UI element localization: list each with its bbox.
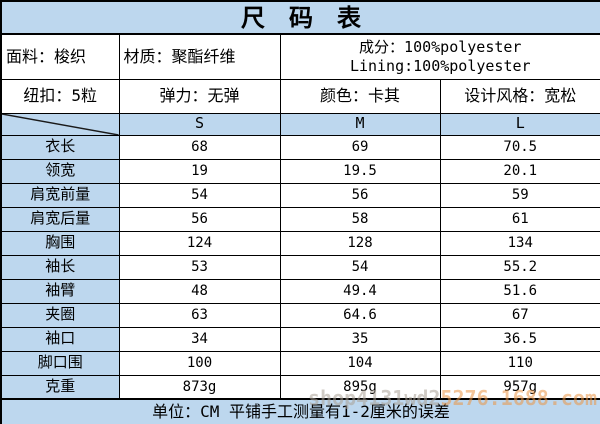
title-row: 尺 码 表: [0, 0, 600, 35]
row-label: 夹圈: [0, 302, 120, 328]
cell-value: 54: [118, 182, 281, 208]
row-label: 袖长: [0, 254, 120, 280]
info-row-2: 纽扣：5粒 弹力：无弹 颜色：卡其 设计风格：宽松: [0, 78, 600, 114]
cell-value: 957g: [439, 374, 600, 400]
cell-value: 54: [279, 254, 441, 280]
cell-value: 49.4: [279, 278, 441, 304]
cell-value: 68: [118, 134, 281, 160]
cell-value: 134: [439, 230, 600, 256]
row-label: 脚口围: [0, 350, 120, 376]
color-cell: 颜色：卡其: [279, 78, 441, 114]
cell-value: 67: [439, 302, 600, 328]
design-style-cell: 设计风格：宽松: [439, 78, 600, 114]
cell-value: 110: [439, 350, 600, 376]
row-label: 克重: [0, 374, 120, 400]
cell-value: 69: [279, 134, 441, 160]
row-label: 肩宽后量: [0, 206, 120, 232]
cell-value: 873g: [118, 374, 281, 400]
diagonal-header-cell: [0, 112, 120, 136]
cell-value: 128: [279, 230, 441, 256]
cell-value: 20.1: [439, 158, 600, 184]
cell-value: 63: [118, 302, 281, 328]
cell-value: 19: [118, 158, 281, 184]
cell-value: 61: [439, 206, 600, 232]
fabric-cell: 面料：梭织: [0, 33, 120, 80]
cell-value: 56: [279, 182, 441, 208]
composition-line1: 成分：100%polyester: [359, 38, 522, 56]
cell-value: 55.2: [439, 254, 600, 280]
cell-value: 64.6: [279, 302, 441, 328]
cell-value: 35: [279, 326, 441, 352]
row-label: 袖口: [0, 326, 120, 352]
row-label: 领宽: [0, 158, 120, 184]
page-title: 尺 码 表: [0, 0, 600, 35]
size-col-l: L: [439, 112, 600, 136]
table-row-jiaquan: 夹圈 63 64.6 67: [0, 302, 600, 328]
size-col-s: S: [118, 112, 281, 136]
cell-value: 104: [279, 350, 441, 376]
cell-value: 36.5: [439, 326, 600, 352]
info-row-1: 面料：梭织 材质：聚酯纤维 成分：100%polyester Lining:10…: [0, 33, 600, 80]
cell-value: 58: [279, 206, 441, 232]
table-row-xiongwei: 胸围 124 128 134: [0, 230, 600, 256]
cell-value: 895g: [279, 374, 441, 400]
diagonal-line-icon: [2, 114, 118, 134]
table-row-xiukou: 袖口 34 35 36.5: [0, 326, 600, 352]
row-label: 衣长: [0, 134, 120, 160]
footer-row: 单位：CM 平铺手工测量有1-2厘米的误差: [0, 398, 600, 424]
table-row-xiuchang: 袖长 53 54 55.2: [0, 254, 600, 280]
material-cell: 材质：聚酯纤维: [118, 33, 281, 80]
table-row-jiankuan-front: 肩宽前量 54 56 59: [0, 182, 600, 208]
composition-line2: Lining:100%polyester: [349, 56, 531, 75]
cell-value: 59: [439, 182, 600, 208]
cell-value: 51.6: [439, 278, 600, 304]
cell-value: 70.5: [439, 134, 600, 160]
table-row-yichang: 衣长 68 69 70.5: [0, 134, 600, 160]
cell-value: 48: [118, 278, 281, 304]
row-label: 胸围: [0, 230, 120, 256]
cell-value: 124: [118, 230, 281, 256]
size-col-m: M: [279, 112, 441, 136]
buttons-cell: 纽扣：5粒: [0, 78, 120, 114]
cell-value: 53: [118, 254, 281, 280]
cell-value: 34: [118, 326, 281, 352]
elasticity-cell: 弹力：无弹: [118, 78, 281, 114]
cell-value: 100: [118, 350, 281, 376]
table-row-jiankuan-back: 肩宽后量 56 58 61: [0, 206, 600, 232]
cell-value: 56: [118, 206, 281, 232]
table-row-kezhong: 克重 873g 895g 957g: [0, 374, 600, 400]
size-header-row: S M L: [0, 112, 600, 136]
table-row-xiubi: 袖臂 48 49.4 51.6: [0, 278, 600, 304]
composition-cell: 成分：100%polyester Lining:100%polyester: [279, 33, 600, 80]
unit-note: 单位：CM 平铺手工测量有1-2厘米的误差: [0, 398, 600, 424]
row-label: 肩宽前量: [0, 182, 120, 208]
table-row-lingkuan: 领宽 19 19.5 20.1: [0, 158, 600, 184]
cell-value: 19.5: [279, 158, 441, 184]
table-row-jiaokouwei: 脚口围 100 104 110: [0, 350, 600, 376]
row-label: 袖臂: [0, 278, 120, 304]
